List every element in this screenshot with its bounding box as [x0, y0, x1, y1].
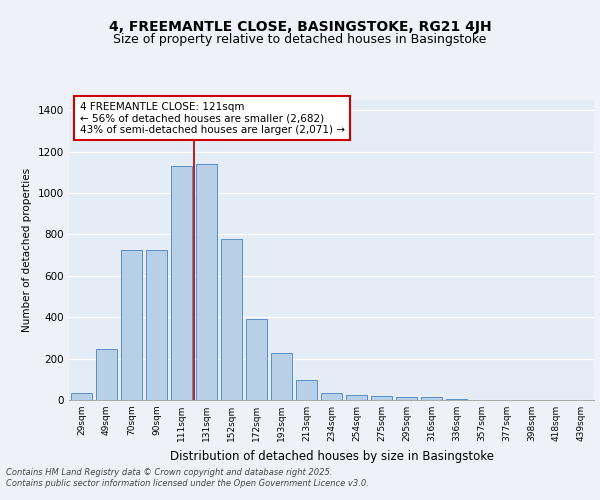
- Bar: [171, 166, 192, 400]
- Bar: [346, 395, 367, 400]
- Text: Contains HM Land Registry data © Crown copyright and database right 2025.
Contai: Contains HM Land Registry data © Crown c…: [6, 468, 369, 487]
- Text: 4 FREEMANTLE CLOSE: 121sqm
← 56% of detached houses are smaller (2,682)
43% of s: 4 FREEMANTLE CLOSE: 121sqm ← 56% of deta…: [79, 102, 344, 134]
- Bar: [421, 398, 442, 400]
- Bar: [96, 348, 117, 400]
- Bar: [146, 250, 167, 400]
- X-axis label: Distribution of detached houses by size in Basingstoke: Distribution of detached houses by size …: [170, 450, 493, 462]
- Bar: [371, 396, 392, 400]
- Bar: [271, 354, 292, 400]
- Y-axis label: Number of detached properties: Number of detached properties: [22, 168, 32, 332]
- Bar: [121, 250, 142, 400]
- Bar: [196, 164, 217, 400]
- Bar: [321, 393, 342, 400]
- Bar: [246, 320, 267, 400]
- Bar: [396, 397, 417, 400]
- Text: 4, FREEMANTLE CLOSE, BASINGSTOKE, RG21 4JH: 4, FREEMANTLE CLOSE, BASINGSTOKE, RG21 4…: [109, 20, 491, 34]
- Bar: [446, 398, 467, 400]
- Text: Size of property relative to detached houses in Basingstoke: Size of property relative to detached ho…: [113, 34, 487, 46]
- Bar: [221, 238, 242, 400]
- Bar: [296, 380, 317, 400]
- Bar: [71, 393, 92, 400]
